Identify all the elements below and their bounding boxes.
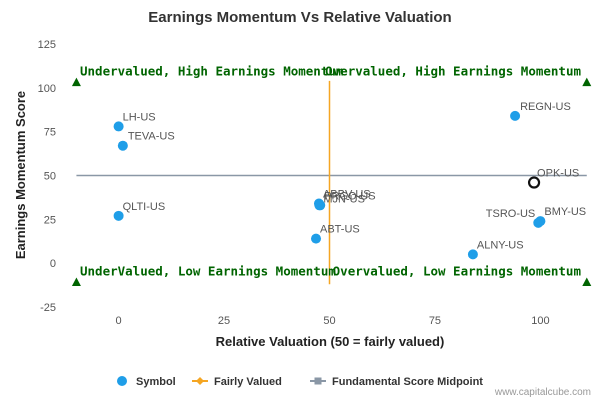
quadrant-label-bottom-right: Overvalued, Low Earnings Momentum bbox=[333, 263, 582, 278]
data-point-label: ABT-US bbox=[320, 224, 360, 236]
data-point-label: ALNY-US bbox=[477, 239, 524, 251]
legend-symbol-marker bbox=[117, 376, 127, 386]
quadrant-marker-triangle bbox=[582, 277, 592, 286]
y-tick-label: 0 bbox=[50, 258, 56, 270]
legend-midpoint-marker bbox=[314, 377, 322, 385]
legend: Symbol Fairly Valued Fundamental Score Mid… bbox=[117, 376, 483, 388]
y-tick-label: 50 bbox=[44, 171, 56, 183]
quadrant-label-top-right: Overvalued, High Earnings Momentum bbox=[325, 64, 581, 79]
data-point-label: BMY-US bbox=[544, 206, 586, 218]
x-tick-label: 50 bbox=[323, 315, 335, 327]
data-point bbox=[113, 121, 124, 132]
x-tick-label: 0 bbox=[116, 315, 122, 327]
data-point-label: OPK-US bbox=[537, 168, 579, 180]
y-tick-label: 25 bbox=[44, 214, 56, 226]
quadrant-marker-triangle bbox=[71, 277, 81, 286]
data-point-label: LH-US bbox=[123, 111, 156, 123]
quadrant-marker-triangle bbox=[71, 77, 81, 87]
legend-item-label: Fairly Valued bbox=[214, 376, 282, 388]
x-tick-label: 25 bbox=[218, 315, 230, 327]
x-axis-title: Relative Valuation (50 = fairly valued) bbox=[216, 334, 445, 349]
data-point bbox=[510, 110, 521, 121]
y-tick-label: -25 bbox=[40, 302, 56, 314]
data-point bbox=[113, 210, 124, 221]
data-point bbox=[117, 140, 128, 151]
data-point bbox=[314, 200, 325, 211]
quadrant-label-top-left: Undervalued, High Earnings Momentum bbox=[80, 64, 344, 79]
chart-title: Earnings Momentum Vs Relative Valuation bbox=[148, 9, 451, 26]
data-point-label: ABBV-US bbox=[323, 189, 371, 201]
quadrant-label-bottom-left: UnderValued, Low Earnings Momentum bbox=[80, 263, 336, 278]
y-tick-label: 75 bbox=[44, 127, 56, 139]
quadrant-labels: Undervalued, High Earnings MomentumOverv… bbox=[71, 64, 592, 286]
legend-item-label: Symbol bbox=[136, 376, 176, 388]
data-point bbox=[467, 249, 478, 260]
quadrant-marker-triangle bbox=[582, 77, 592, 87]
legend-item-label: Fundamental Score Midpoint bbox=[332, 376, 483, 388]
x-tick-label: 100 bbox=[531, 315, 549, 327]
reference-lines bbox=[76, 80, 587, 285]
y-tick-label: 100 bbox=[38, 83, 56, 95]
data-point-label: TEVA-US bbox=[128, 131, 175, 143]
data-point-label: REGN-US bbox=[520, 101, 571, 113]
data-point-label: QLTI-US bbox=[123, 201, 166, 213]
data-point bbox=[535, 216, 546, 227]
data-point bbox=[311, 233, 322, 244]
data-point-label: PRGO-US bbox=[324, 190, 375, 202]
x-tick-label: 75 bbox=[429, 315, 441, 327]
data-point-label: TSRO-US bbox=[486, 208, 536, 220]
data-point-label: MJN-US bbox=[323, 193, 365, 205]
credit-text: www.capitalcube.com bbox=[494, 387, 591, 398]
axis-ticks: 0 25 50 75 100 -25 0 25 50 75 100 125 bbox=[38, 39, 550, 327]
data-point bbox=[527, 176, 541, 189]
y-tick-label: 125 bbox=[38, 39, 56, 51]
legend-fairly-valued-marker bbox=[196, 377, 204, 385]
y-axis-title: Earnings Momentum Score bbox=[13, 91, 28, 259]
